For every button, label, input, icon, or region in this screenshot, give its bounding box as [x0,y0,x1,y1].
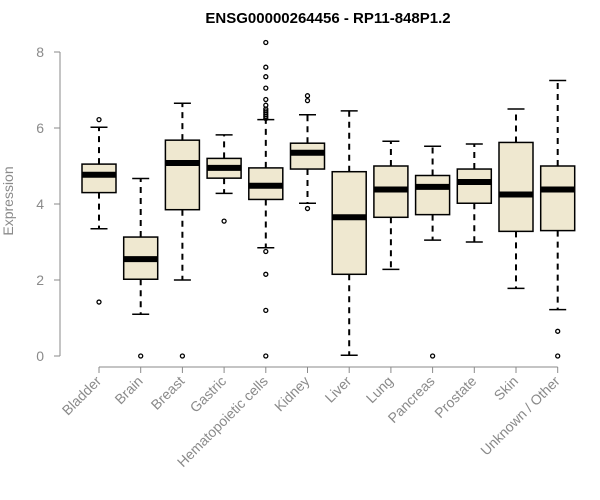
outlier-point [263,115,269,122]
outlier-point [263,39,269,46]
box-liver [331,110,367,356]
box-kidney [289,93,326,212]
box-prostate [456,143,493,243]
outlier-point [263,353,269,359]
box-unknown-other [539,79,576,359]
box-pancreas [414,145,451,359]
x-tick-label: Bladder [59,373,105,419]
outlier-point [221,218,227,224]
y-tick-label: 0 [36,348,44,364]
outlier-point [263,113,269,120]
y-tick-label: 2 [36,272,44,288]
box-iqr [81,163,117,194]
outlier-point [429,353,436,359]
box-iqr [414,174,451,216]
x-tick-label: Prostate [431,373,479,421]
outlier-point [96,299,102,305]
x-tick-label: Skin [491,373,522,404]
outlier-point [263,74,269,80]
x-tick-label: Kidney [271,373,313,415]
outlier-point [179,353,186,359]
outlier-point [263,248,269,255]
y-tick-label: 6 [36,120,44,136]
outlier-point [263,85,269,91]
y-tick-label: 4 [36,196,44,212]
box-iqr [164,139,201,211]
box-gastric [206,134,242,224]
outlier-point [263,96,269,103]
x-tick-label: Liver [322,373,355,406]
outlier-point [263,307,269,314]
box-lung [373,140,409,271]
y-axis-label: Expression [0,166,16,235]
y-tick-label: 8 [36,44,44,60]
box-brain [122,177,159,359]
outlier-point [555,353,561,359]
outlier-point [304,97,311,104]
outlier-point [304,93,311,99]
box-bladder [81,116,117,305]
box-iqr [539,165,576,232]
outlier-point [96,116,102,123]
outlier-point [138,353,144,359]
x-tick-label: Breast [148,373,188,413]
outlier-point [263,271,269,277]
outlier-point [555,328,561,334]
x-tick-label: Unknown / Other [477,373,563,459]
box-skin [498,108,534,290]
box-iqr [498,141,534,233]
box-iqr [331,170,367,276]
box-hematopoietic-cells [248,39,284,359]
box-iqr [456,168,493,204]
x-tick-label: Lung [363,373,396,406]
outlier-point [304,205,311,212]
box-iqr [289,142,326,170]
box-breast [164,102,201,359]
box-series [81,39,576,359]
chart-title: ENSG00000264456 - RP11-848P1.2 [205,10,450,27]
x-tick-label: Brain [111,373,145,407]
outlier-point [263,64,269,70]
y-axis: 0 2 4 6 8 [36,44,61,364]
